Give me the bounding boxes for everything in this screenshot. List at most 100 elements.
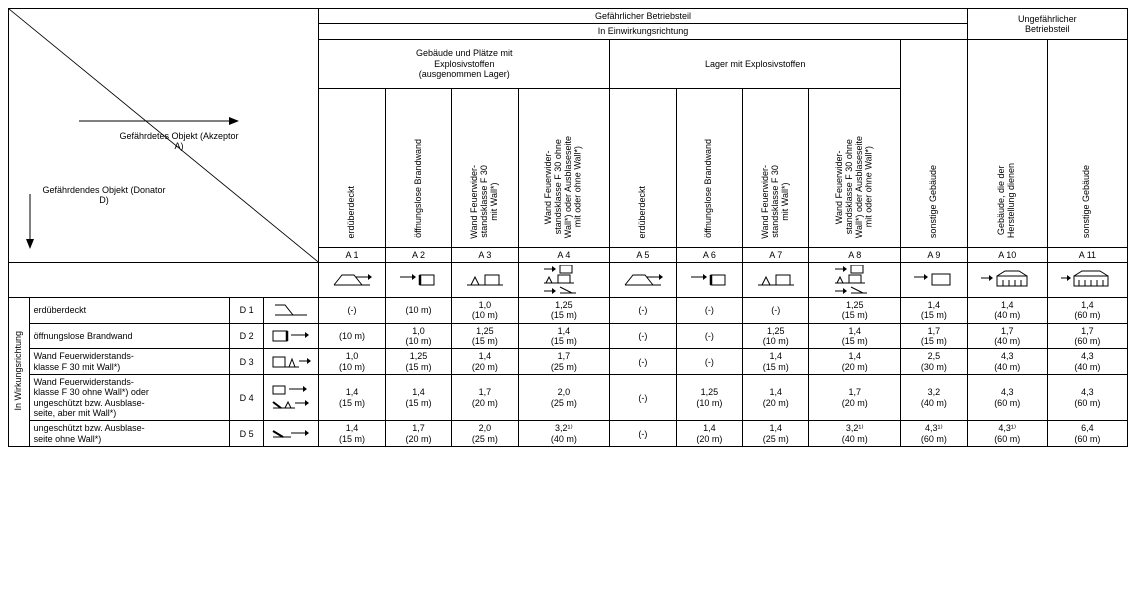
data-cell: 4,3¹⁾(60 m) [967, 421, 1047, 447]
data-cell: 1,25(15 m) [452, 323, 518, 349]
col-id: A 1 [319, 247, 385, 262]
table-row: In WirkungsrichtungerdüberdecktD 1(-)(10… [9, 298, 1128, 324]
data-cell: 1,0(10 m) [452, 298, 518, 324]
data-cell: 1,0(10 m) [385, 323, 451, 349]
col-label-a5: erdüberdeckt [610, 88, 676, 247]
data-cell: 1,4(15 m) [385, 375, 451, 421]
data-cell: 4,3(60 m) [967, 375, 1047, 421]
col-label-a10: Gebäude, die der Herstellung dienen [967, 39, 1047, 247]
data-cell: (-) [610, 421, 676, 447]
data-cell: 1,4(15 m) [901, 298, 968, 324]
data-cell: 1,4(20 m) [676, 421, 742, 447]
data-cell: 2,0(25 m) [452, 421, 518, 447]
col-id: A 4 [518, 247, 610, 262]
safety-distance-table: Gefährdetes Objekt (Akzeptor A) Gefährde… [8, 8, 1128, 447]
table-row: ungeschützt bzw. Ausblase- seite ohne Wa… [9, 421, 1128, 447]
sym-a6 [676, 263, 742, 298]
data-cell: 1,0(10 m) [319, 349, 385, 375]
data-cell: 1,25(15 m) [518, 298, 610, 324]
data-cell: (10 m) [385, 298, 451, 324]
data-cell: (-) [743, 298, 809, 324]
data-cell: 1,7(25 m) [518, 349, 610, 375]
header-group2: Lager mit Explosivstoffen [610, 39, 901, 88]
data-cell: (-) [610, 349, 676, 375]
data-cell: 2,5(30 m) [901, 349, 968, 375]
row-id: D 2 [230, 323, 264, 349]
data-cell: 1,4(20 m) [743, 375, 809, 421]
row-label: Wand Feuerwiderstands- klasse F 30 mit W… [29, 349, 229, 375]
data-cell: 1,4(20 m) [809, 349, 901, 375]
col-id: A 7 [743, 247, 809, 262]
sym-a5 [610, 263, 676, 298]
data-cell: 1,4(15 m) [743, 349, 809, 375]
col-label-a7: Wand Feuerwider- standsklasse F 30 mit W… [743, 88, 809, 247]
data-cell: (-) [610, 375, 676, 421]
header-top1: Gefährlicher Betriebsteil [319, 9, 967, 24]
data-cell: 1,4(15 m) [809, 323, 901, 349]
data-cell: (-) [610, 323, 676, 349]
data-cell: 4,3(40 m) [1047, 349, 1127, 375]
sym-a1 [319, 263, 385, 298]
data-cell: 1,4(60 m) [1047, 298, 1127, 324]
row-label: erdüberdeckt [29, 298, 229, 324]
data-cell: 1,4(15 m) [518, 323, 610, 349]
data-cell: 1,4(25 m) [743, 421, 809, 447]
data-cell: 3,2¹⁾(40 m) [809, 421, 901, 447]
col-id: A 9 [901, 247, 968, 262]
data-cell: (-) [610, 298, 676, 324]
row-id: D 1 [230, 298, 264, 324]
col-label-a3: Wand Feuerwider- standsklasse F 30 mit W… [452, 88, 518, 247]
sym-a3 [452, 263, 518, 298]
data-cell: 1,4(15 m) [319, 375, 385, 421]
data-cell: 1,7(20 m) [452, 375, 518, 421]
data-cell: 1,7(60 m) [1047, 323, 1127, 349]
col-id: A 10 [967, 247, 1047, 262]
table-row: Wand Feuerwiderstands- klasse F 30 ohne … [9, 375, 1128, 421]
data-cell: (-) [676, 349, 742, 375]
data-cell: 1,7(15 m) [901, 323, 968, 349]
row-symbol [264, 298, 319, 324]
data-cell: 4,3¹⁾(60 m) [901, 421, 968, 447]
data-cell: 1,25(10 m) [676, 375, 742, 421]
col-id: A 5 [610, 247, 676, 262]
data-cell: 1,4(20 m) [452, 349, 518, 375]
col-label-a8: Wand Feuerwider- standsklasse F 30 ohne … [809, 88, 901, 247]
header-group1: Gebäude und Plätze mit Explosivstoffen (… [319, 39, 610, 88]
data-cell: 4,3(60 m) [1047, 375, 1127, 421]
col-symbol-row [9, 263, 1128, 298]
row-symbol [264, 421, 319, 447]
data-cell: (-) [676, 298, 742, 324]
sym-a9 [901, 263, 968, 298]
col-label-a6: öffnungslose Brandwand [676, 88, 742, 247]
data-cell: 2,0(25 m) [518, 375, 610, 421]
row-id: D 5 [230, 421, 264, 447]
diagonal-header: Gefährdetes Objekt (Akzeptor A) Gefährde… [9, 9, 319, 263]
row-label: ungeschützt bzw. Ausblase- seite ohne Wa… [29, 421, 229, 447]
row-id: D 4 [230, 375, 264, 421]
col-label-a11: sonstige Gebäude [1047, 39, 1127, 247]
col-id: A 3 [452, 247, 518, 262]
table-row: öffnungslose BrandwandD 2 (10 m)1,0(10 m)… [9, 323, 1128, 349]
data-cell: (10 m) [319, 323, 385, 349]
col-id: A 2 [385, 247, 451, 262]
col-label-a2: öffnungslose Brandwand [385, 88, 451, 247]
row-id: D 3 [230, 349, 264, 375]
data-cell: 4,3(40 m) [967, 349, 1047, 375]
side-label: In Wirkungsrichtung [9, 298, 30, 447]
sym-a10 [967, 263, 1047, 298]
sym-a8 [809, 263, 901, 298]
header-right-group: Ungefährlicher Betriebsteil [967, 9, 1127, 40]
sym-a2 [385, 263, 451, 298]
col-label-a1: erdüberdeckt [319, 88, 385, 247]
data-cell: 3,2(40 m) [901, 375, 968, 421]
row-label: öffnungslose Brandwand [29, 323, 229, 349]
diag-lower-label: Gefährdendes Objekt (Donator D) [39, 185, 169, 206]
col-id: A 8 [809, 247, 901, 262]
col-label-a9: sonstige Gebäude [901, 39, 968, 247]
diag-upper-label: Gefährdetes Objekt (Akzeptor A) [114, 131, 244, 152]
data-cell: 1,25(15 m) [809, 298, 901, 324]
row-label: Wand Feuerwiderstands- klasse F 30 ohne … [29, 375, 229, 421]
col-id: A 6 [676, 247, 742, 262]
row-symbol [264, 375, 319, 421]
data-cell: 3,2¹⁾(40 m) [518, 421, 610, 447]
